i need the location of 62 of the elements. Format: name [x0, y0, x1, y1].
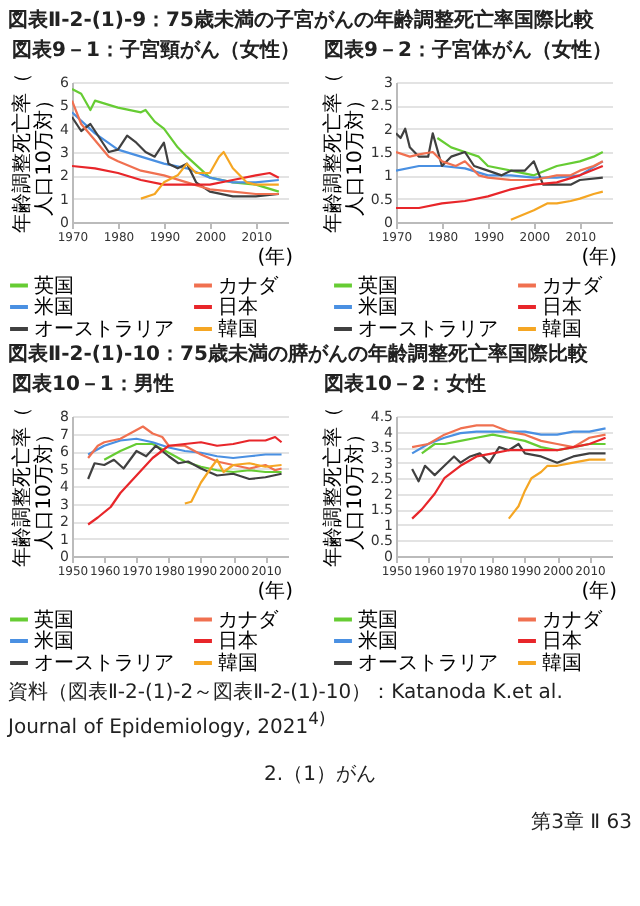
y-axis-title: 年齢調整死亡率（人口10万対）: [10, 407, 57, 567]
text: 図表Ⅱ-2-(1)-10：75歳未満の膵がんの年齢調整死亡率国際比較: [8, 344, 590, 368]
chart-title: 図表10－1：男性: [12, 374, 176, 398]
line-series: [411, 442, 607, 483]
line-series: [139, 150, 280, 200]
legend-label: 日本: [218, 295, 258, 319]
legend-label: 英国: [358, 273, 398, 298]
legend-label: 韓国: [218, 651, 258, 675]
text: 図表Ⅱ-2-(1)-9：75歳未満の子宮がんの年齢調整死亡率国際比較: [8, 10, 596, 34]
legend-label: オーストラリア: [358, 319, 498, 341]
line-series: [509, 190, 604, 221]
line-series: [72, 111, 280, 184]
line-series: [396, 164, 604, 210]
legend-label: 韓国: [218, 317, 258, 341]
legend-label: カナダ: [218, 607, 280, 632]
legend-label: 英国: [34, 273, 74, 298]
line-series: [103, 442, 283, 474]
legend-label: 日本: [218, 629, 258, 653]
legend-label: 韓国: [542, 317, 582, 341]
x-axis-title: (年): [581, 579, 618, 603]
legend-label: 米国: [358, 629, 398, 653]
text: 2.（1）がん: [262, 764, 378, 789]
legend-label: 米国: [358, 295, 398, 319]
line-series: [87, 437, 283, 460]
line-series: [507, 458, 607, 520]
x-axis-title: (年): [257, 579, 294, 603]
chart-title: 図表9－1：子宮頸がん（女性）: [12, 40, 302, 64]
legend-label: カナダ: [218, 273, 280, 298]
legend-label: 米国: [34, 629, 74, 653]
legend-label: オーストラリア: [34, 653, 174, 675]
legend-label: 英国: [358, 607, 398, 632]
legend-label: 英国: [34, 607, 74, 632]
line-series: [396, 127, 604, 186]
text: 資料（図表Ⅱ-2-(1)-2～図表Ⅱ-2-(1)-10）：Katanoda K.et al. Journal of Epidemiology, 2021$^{4)}$: [8, 682, 565, 741]
y-axis-title: 年齢調整死亡率（人口10万対）: [10, 73, 57, 233]
line-series: [411, 436, 607, 520]
line-series: [183, 458, 283, 505]
text: 第3章 Ⅱ 63: [529, 812, 632, 837]
line-series: [72, 164, 280, 186]
line-series: [396, 150, 604, 182]
line-series: [436, 136, 604, 177]
legend-label: オーストラリア: [34, 319, 174, 341]
chart-title: 図表9－2：子宮体がん（女性）: [324, 40, 614, 64]
y-axis-title: 年齢調整死亡率（人口10万対）: [320, 407, 367, 567]
line-series: [87, 435, 283, 526]
legend-label: 米国: [34, 295, 74, 319]
chart-title: 図表10－2：女性: [324, 374, 488, 398]
legend-label: 韓国: [542, 651, 582, 675]
line-series: [87, 444, 283, 481]
line-series: [411, 427, 607, 455]
x-axis-title: (年): [581, 245, 618, 269]
y-axis-title: 年齢調整死亡率（人口10万対）: [320, 73, 367, 233]
line-series: [411, 424, 607, 449]
legend-label: オーストラリア: [358, 653, 498, 675]
line-series: [72, 115, 280, 198]
line-series: [87, 425, 283, 472]
x-axis-title: (年): [257, 245, 294, 269]
line-series: [396, 160, 604, 179]
legend-label: 日本: [542, 295, 582, 319]
legend-label: カナダ: [542, 607, 604, 632]
legend-label: 日本: [542, 629, 582, 653]
legend-label: カナダ: [542, 273, 604, 298]
